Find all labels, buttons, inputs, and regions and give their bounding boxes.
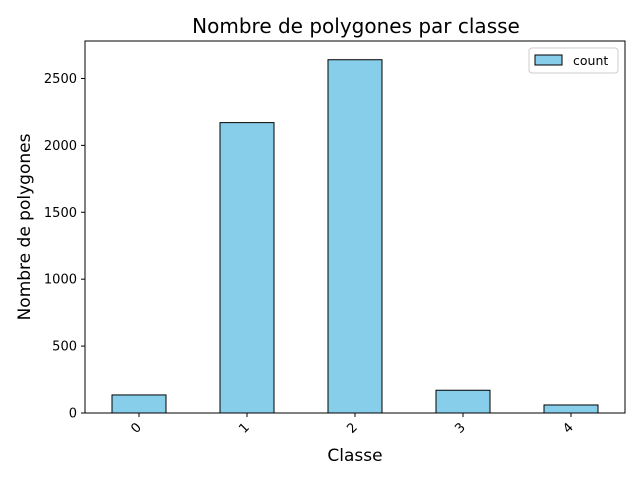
bar-1 <box>219 122 275 414</box>
bar-0 <box>111 394 167 414</box>
plot-area <box>111 59 599 414</box>
legend: count <box>528 47 619 74</box>
legend-label: count <box>573 53 608 68</box>
x-tick-label: 3 <box>452 420 468 436</box>
bar-3 <box>435 389 491 414</box>
x-axis-label: Classe <box>327 446 382 466</box>
y-axis-label: Nombre de polygones <box>15 133 35 320</box>
y-tick-label: 0 <box>69 407 77 422</box>
x-tick-label: 2 <box>344 420 360 436</box>
y-axis-ticks: 0 500 1000 1500 2000 2500 <box>44 72 85 422</box>
x-tick-label: 4 <box>560 420 576 436</box>
x-tick-label: 0 <box>128 420 144 436</box>
y-tick-label: 2000 <box>44 139 77 154</box>
y-tick-label: 500 <box>52 340 77 355</box>
bar-4 <box>543 404 599 414</box>
chart-title: Nombre de polygones par classe <box>192 14 520 38</box>
legend-swatch <box>534 54 563 66</box>
y-tick-label: 1000 <box>44 273 77 288</box>
bar-2 <box>327 59 383 414</box>
y-tick-label: 2500 <box>44 72 77 87</box>
x-axis-ticks: 0 1 2 3 4 <box>128 413 577 437</box>
legend-box <box>528 47 619 74</box>
y-tick-label: 1500 <box>44 206 77 221</box>
x-tick-label: 1 <box>236 420 252 436</box>
